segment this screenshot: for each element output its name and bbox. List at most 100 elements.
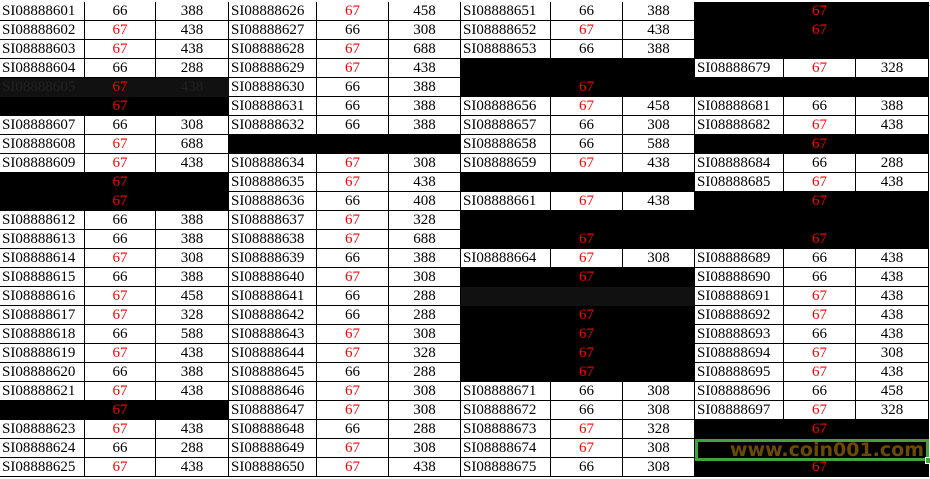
value-a-cell[interactable]: 67 [551,268,623,287]
value-a-cell[interactable]: 66 [85,2,156,21]
value-b-cell[interactable]: 408 [389,192,461,211]
value-a-cell[interactable]: 67 [551,21,623,40]
value-b-cell[interactable]: 308 [156,116,229,135]
value-a-cell[interactable]: 66 [317,249,389,268]
value-b-cell[interactable] [623,363,695,382]
id-cell[interactable] [0,173,85,192]
value-a-cell[interactable]: 67 [85,154,156,173]
value-a-cell[interactable]: 67 [317,458,389,477]
value-a-cell[interactable]: 67 [317,154,389,173]
id-cell[interactable]: SI08888694 [695,344,784,363]
id-cell[interactable]: SI08888614 [0,249,85,268]
value-b-cell[interactable]: 308 [389,382,461,401]
value-a-cell[interactable]: 67 [317,268,389,287]
value-a-cell[interactable]: 66 [85,230,156,249]
value-b-cell[interactable]: 438 [156,382,229,401]
value-a-cell[interactable]: 67 [784,230,856,249]
value-b-cell[interactable] [623,211,695,230]
value-a-cell[interactable]: 67 [784,344,856,363]
value-b-cell[interactable]: 288 [389,420,461,439]
value-a-cell[interactable]: 66 [317,363,389,382]
value-a-cell[interactable]: 67 [784,287,856,306]
value-b-cell[interactable]: 688 [389,40,461,59]
id-cell[interactable] [695,420,784,439]
value-b-cell[interactable] [856,192,929,211]
value-a-cell[interactable]: 66 [551,382,623,401]
value-b-cell[interactable]: 388 [389,249,461,268]
id-cell[interactable]: SI08888629 [229,59,317,78]
value-a-cell[interactable]: 66 [551,135,623,154]
id-cell[interactable]: SI08888641 [229,287,317,306]
value-a-cell[interactable]: 66 [784,97,856,116]
id-cell[interactable]: SI08888695 [695,363,784,382]
id-cell[interactable] [461,363,551,382]
value-a-cell[interactable]: 67 [551,306,623,325]
value-a-cell[interactable]: 67 [784,116,856,135]
value-b-cell[interactable] [856,230,929,249]
value-b-cell[interactable]: 438 [156,458,229,477]
value-b-cell[interactable]: 308 [389,268,461,287]
value-a-cell[interactable]: 66 [551,40,623,59]
id-cell[interactable] [0,97,85,116]
value-a-cell[interactable]: 66 [85,268,156,287]
value-a-cell[interactable]: 66 [85,59,156,78]
value-b-cell[interactable]: 438 [856,363,929,382]
value-b-cell[interactable]: 438 [156,344,229,363]
value-b-cell[interactable]: 308 [623,439,695,458]
id-cell[interactable] [461,344,551,363]
id-cell[interactable] [461,268,551,287]
id-cell[interactable]: SI08888621 [0,382,85,401]
value-b-cell[interactable]: 458 [389,2,461,21]
value-a-cell[interactable]: 66 [85,439,156,458]
id-cell[interactable] [695,230,784,249]
value-b-cell[interactable]: 288 [856,154,929,173]
value-b-cell[interactable]: 438 [156,21,229,40]
value-b-cell[interactable]: 438 [389,458,461,477]
value-a-cell[interactable]: 67 [317,211,389,230]
value-b-cell[interactable]: 388 [156,363,229,382]
value-a-cell[interactable]: 66 [551,401,623,420]
value-a-cell[interactable]: 67 [317,2,389,21]
value-b-cell[interactable] [623,173,695,192]
id-cell[interactable] [695,2,784,21]
value-b-cell[interactable]: 438 [856,287,929,306]
value-b-cell[interactable]: 438 [156,154,229,173]
value-a-cell[interactable]: 67 [317,439,389,458]
value-a-cell[interactable]: 66 [551,458,623,477]
id-cell[interactable] [461,306,551,325]
value-a-cell[interactable]: 67 [85,287,156,306]
id-cell[interactable] [461,325,551,344]
value-a-cell[interactable]: 67 [551,97,623,116]
value-b-cell[interactable]: 308 [389,21,461,40]
value-a-cell[interactable]: 66 [317,78,389,97]
value-a-cell[interactable]: 66 [317,21,389,40]
id-cell[interactable]: SI08888619 [0,344,85,363]
value-b-cell[interactable] [623,287,695,306]
value-a-cell[interactable]: 66 [317,116,389,135]
value-b-cell[interactable]: 328 [623,420,695,439]
id-cell[interactable]: SI08888692 [695,306,784,325]
value-a-cell[interactable]: 66 [85,363,156,382]
value-a-cell[interactable]: 67 [551,154,623,173]
value-a-cell[interactable] [784,439,856,458]
value-a-cell[interactable] [551,59,623,78]
value-b-cell[interactable]: 438 [856,249,929,268]
id-cell[interactable]: SI08888685 [695,173,784,192]
id-cell[interactable] [461,78,551,97]
value-b-cell[interactable]: 388 [856,97,929,116]
value-a-cell[interactable]: 67 [784,420,856,439]
value-b-cell[interactable]: 388 [156,230,229,249]
value-a-cell[interactable]: 67 [85,173,156,192]
value-a-cell[interactable]: 66 [784,268,856,287]
value-b-cell[interactable]: 438 [856,306,929,325]
value-a-cell[interactable]: 67 [85,192,156,211]
value-b-cell[interactable]: 438 [856,325,929,344]
value-b-cell[interactable]: 328 [389,344,461,363]
value-b-cell[interactable]: 288 [389,363,461,382]
value-a-cell[interactable]: 66 [317,192,389,211]
value-b-cell[interactable]: 438 [623,154,695,173]
value-b-cell[interactable] [623,59,695,78]
id-cell[interactable]: SI08888673 [461,420,551,439]
id-cell[interactable] [461,173,551,192]
id-cell[interactable] [695,458,784,477]
